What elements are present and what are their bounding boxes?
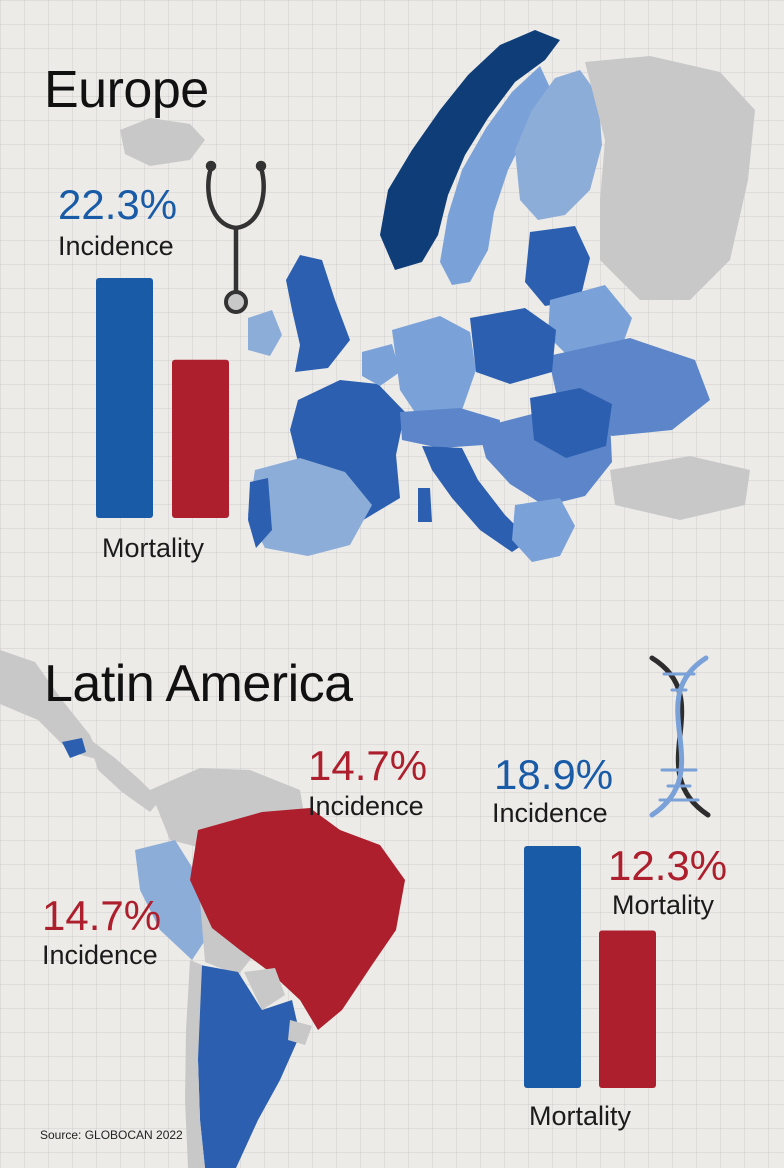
latam-mortality-bar [599, 930, 656, 1088]
europe-incidence-bar [96, 278, 153, 518]
benelux-shape [362, 344, 400, 386]
germany-shape [392, 316, 476, 420]
sardinia-shape [418, 488, 432, 522]
belarus-shape [548, 285, 632, 360]
europe-incidence-value: 22.3% [58, 181, 178, 228]
romania-shape [530, 388, 612, 458]
ireland-shape [248, 310, 282, 356]
uk-shape [286, 255, 350, 372]
iceland-shape [120, 118, 205, 166]
baltics-shape [525, 226, 590, 306]
mexico-shape [0, 650, 100, 760]
greece-shape [512, 498, 575, 562]
poland-shape [470, 308, 556, 384]
brazil-annotation-value: 14.7% [308, 742, 428, 789]
russia-west-shape [585, 56, 755, 300]
iberia-shape [248, 458, 372, 556]
latam-title: Latin America [44, 655, 353, 713]
europe-mortality-bar [172, 359, 229, 518]
peru-annotation-value: 14.7% [42, 892, 162, 939]
paraguay-shape [244, 968, 285, 1010]
latam-mortality-label: Mortality [529, 1101, 632, 1131]
central-america-highlight-shape [62, 738, 86, 758]
chile-shape [185, 960, 205, 1168]
latam-incidence-label: Incidence [492, 798, 608, 828]
peru-annotation-label: Incidence [42, 940, 158, 970]
brazil-shape [190, 808, 405, 1030]
stethoscope-icon [205, 160, 267, 314]
turkey-shape [610, 456, 750, 520]
dna-icon [649, 655, 711, 818]
latam-mortality-value: 12.3% [608, 842, 728, 889]
europe-map [120, 30, 755, 562]
norway-shape [380, 30, 560, 270]
argentina-shape [196, 965, 300, 1168]
source-note: Source: GLOBOCAN 2022 [40, 1128, 183, 1142]
latam-mortality-legend: Mortality [612, 890, 715, 920]
latam-incidence-value: 18.9% [494, 751, 614, 798]
uruguay-shape [288, 1020, 312, 1045]
finland-shape [515, 70, 602, 220]
europe-title: Europe [44, 61, 209, 119]
latin-america-map [0, 650, 405, 1168]
europe-mortality-label: Mortality [102, 533, 205, 563]
europe-incidence-label: Incidence [58, 231, 174, 261]
central-america-shape [88, 738, 160, 812]
latam-incidence-bar [524, 846, 581, 1088]
sweden-shape [440, 66, 552, 285]
brazil-annotation-label: Incidence [308, 791, 424, 821]
italy-shape [422, 446, 530, 552]
alps-shape [400, 408, 500, 448]
portugal-shape [248, 478, 272, 548]
